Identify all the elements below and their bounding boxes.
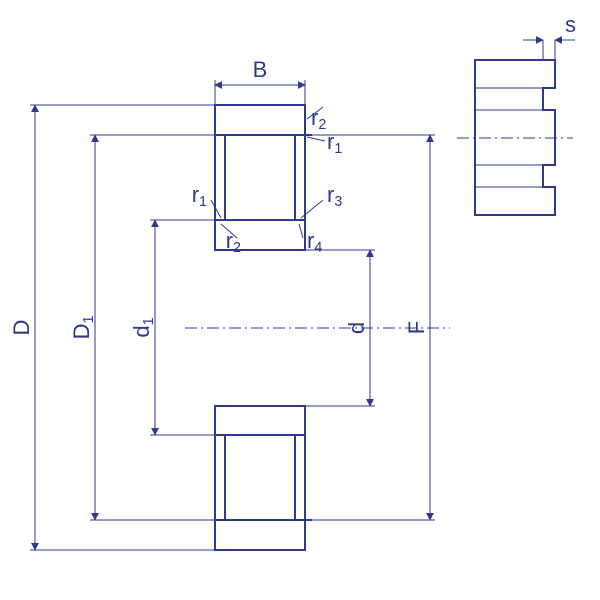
label-r2-left: r2 (226, 228, 241, 256)
label-B: B (253, 57, 268, 82)
side-view: s (457, 12, 576, 215)
label-r2-top: r2 (311, 105, 326, 133)
bearing-diagram: DD1d1dFBr2r1r1r2r3r4s (0, 0, 600, 600)
label-r3: r3 (327, 182, 342, 210)
label-F: F (404, 321, 429, 334)
label-r4: r4 (307, 228, 322, 256)
label-D1: D1 (69, 316, 97, 340)
label-r1-top: r1 (327, 129, 342, 157)
label-d1: d1 (129, 317, 157, 337)
label-d: d (344, 322, 369, 334)
label-s: s (565, 12, 576, 37)
label-D: D (9, 320, 34, 336)
label-r1-left: r1 (192, 182, 207, 210)
